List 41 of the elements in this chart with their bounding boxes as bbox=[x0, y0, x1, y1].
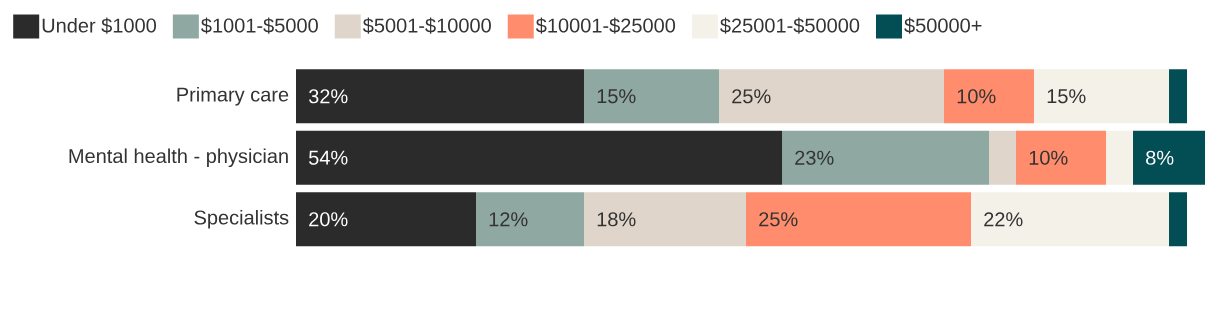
bar bbox=[989, 130, 1017, 185]
legend-label: Under $1000 bbox=[42, 17, 157, 34]
bar bbox=[584, 69, 720, 124]
bar bbox=[746, 192, 972, 247]
data-label: 32% bbox=[308, 89, 348, 104]
y-tick-label: Primary care bbox=[177, 86, 289, 106]
legend-label: $50000+ bbox=[904, 17, 982, 34]
data-label: 15% bbox=[597, 89, 636, 104]
data-label: 10% bbox=[1029, 150, 1068, 165]
data-label: 10% bbox=[957, 89, 996, 104]
legend-label: $5001-$10000 bbox=[362, 17, 491, 34]
legend-label: $10001-$25000 bbox=[535, 17, 676, 34]
bar bbox=[1133, 130, 1206, 185]
bar bbox=[296, 130, 783, 185]
bar bbox=[476, 192, 585, 247]
bar bbox=[971, 192, 1170, 247]
data-label: 54% bbox=[309, 150, 348, 165]
bar bbox=[584, 192, 747, 247]
data-label: 25% bbox=[759, 212, 798, 227]
data-label: 12% bbox=[489, 212, 528, 227]
y-tick-label: Mental health - physician bbox=[69, 148, 288, 168]
data-label: 25% bbox=[732, 89, 771, 104]
bar bbox=[296, 192, 477, 247]
bar bbox=[1016, 130, 1107, 185]
bar bbox=[1106, 130, 1134, 185]
legend-label: $25001-$50000 bbox=[720, 17, 860, 34]
bar bbox=[782, 130, 990, 185]
bar bbox=[1169, 69, 1188, 124]
data-label: 23% bbox=[795, 150, 834, 165]
bar bbox=[944, 69, 1035, 124]
data-label: 22% bbox=[984, 212, 1023, 227]
legend-label: $1001-$5000 bbox=[201, 17, 318, 34]
bar bbox=[1169, 192, 1188, 247]
bar bbox=[1034, 69, 1170, 124]
bar bbox=[719, 69, 945, 124]
data-label: 8% bbox=[1146, 150, 1174, 165]
data-label: 20% bbox=[309, 212, 348, 227]
data-label: 18% bbox=[597, 212, 636, 227]
data-label: 15% bbox=[1047, 89, 1086, 104]
bar bbox=[296, 69, 585, 124]
y-tick-label: Specialists bbox=[194, 209, 289, 229]
